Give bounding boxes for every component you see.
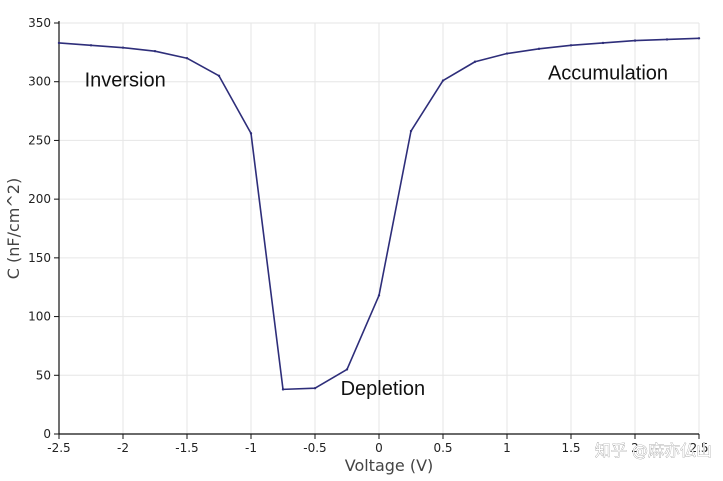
x-tick-label: 1.5	[561, 441, 580, 455]
axes-layer: -2.5 -2 -1.5 -1 -0.5 0 0.5 1 1.5 2 2.5 0 50 100 150 200…	[28, 16, 708, 455]
x-tick-label: 2.5	[689, 441, 708, 455]
x-tick-label: -2	[117, 441, 129, 455]
data-point	[409, 129, 413, 133]
y-axis-title: C (nF/cm^2)	[4, 178, 23, 279]
annotation-accumulation: Accumulation	[548, 62, 668, 84]
y-tick-label: 100	[28, 310, 51, 324]
y-tick-label: 200	[28, 192, 51, 206]
y-tick-label: 350	[28, 16, 51, 30]
y-tick-label: 0	[43, 427, 51, 441]
data-point	[473, 60, 477, 63]
annotation-inversion: Inversion	[85, 69, 166, 91]
y-tick-label: 300	[28, 75, 51, 89]
watermark-text: 知乎 @麻亦仏山	[595, 441, 712, 460]
x-tick-label: -1.5	[175, 441, 198, 455]
x-tick-label: 0.5	[433, 441, 452, 455]
data-point	[505, 52, 509, 55]
data-point	[217, 74, 221, 78]
y-tick-label: 150	[28, 251, 51, 265]
series-layer	[57, 37, 701, 391]
annotation-layer: Inversion Accumulation Depletion	[85, 62, 668, 400]
data-point	[249, 132, 253, 135]
data-point	[121, 46, 125, 49]
data-point	[281, 388, 285, 391]
data-point	[441, 79, 445, 82]
data-point	[89, 44, 93, 47]
data-point	[665, 38, 669, 41]
data-point	[569, 44, 573, 47]
y-tick-label: 50	[36, 368, 51, 382]
data-point	[57, 41, 61, 45]
data-point	[537, 47, 541, 51]
data-point	[377, 294, 381, 297]
x-tick-label: -2.5	[47, 441, 70, 455]
data-point	[153, 49, 157, 53]
y-tick-label: 250	[28, 133, 51, 147]
x-tick-label: -1	[245, 441, 257, 455]
data-point	[601, 41, 605, 45]
x-axis-title: Voltage (V)	[345, 456, 434, 475]
data-point	[313, 387, 317, 390]
x-tick-label: 1	[503, 441, 511, 455]
data-point	[345, 368, 349, 371]
x-tick-label: 2	[631, 441, 639, 455]
x-tick-label: 0	[375, 441, 383, 455]
data-point	[633, 39, 637, 42]
annotation-depletion: Depletion	[341, 378, 426, 400]
data-point	[697, 37, 701, 40]
x-tick-label: -0.5	[303, 441, 326, 455]
data-point	[185, 57, 189, 60]
